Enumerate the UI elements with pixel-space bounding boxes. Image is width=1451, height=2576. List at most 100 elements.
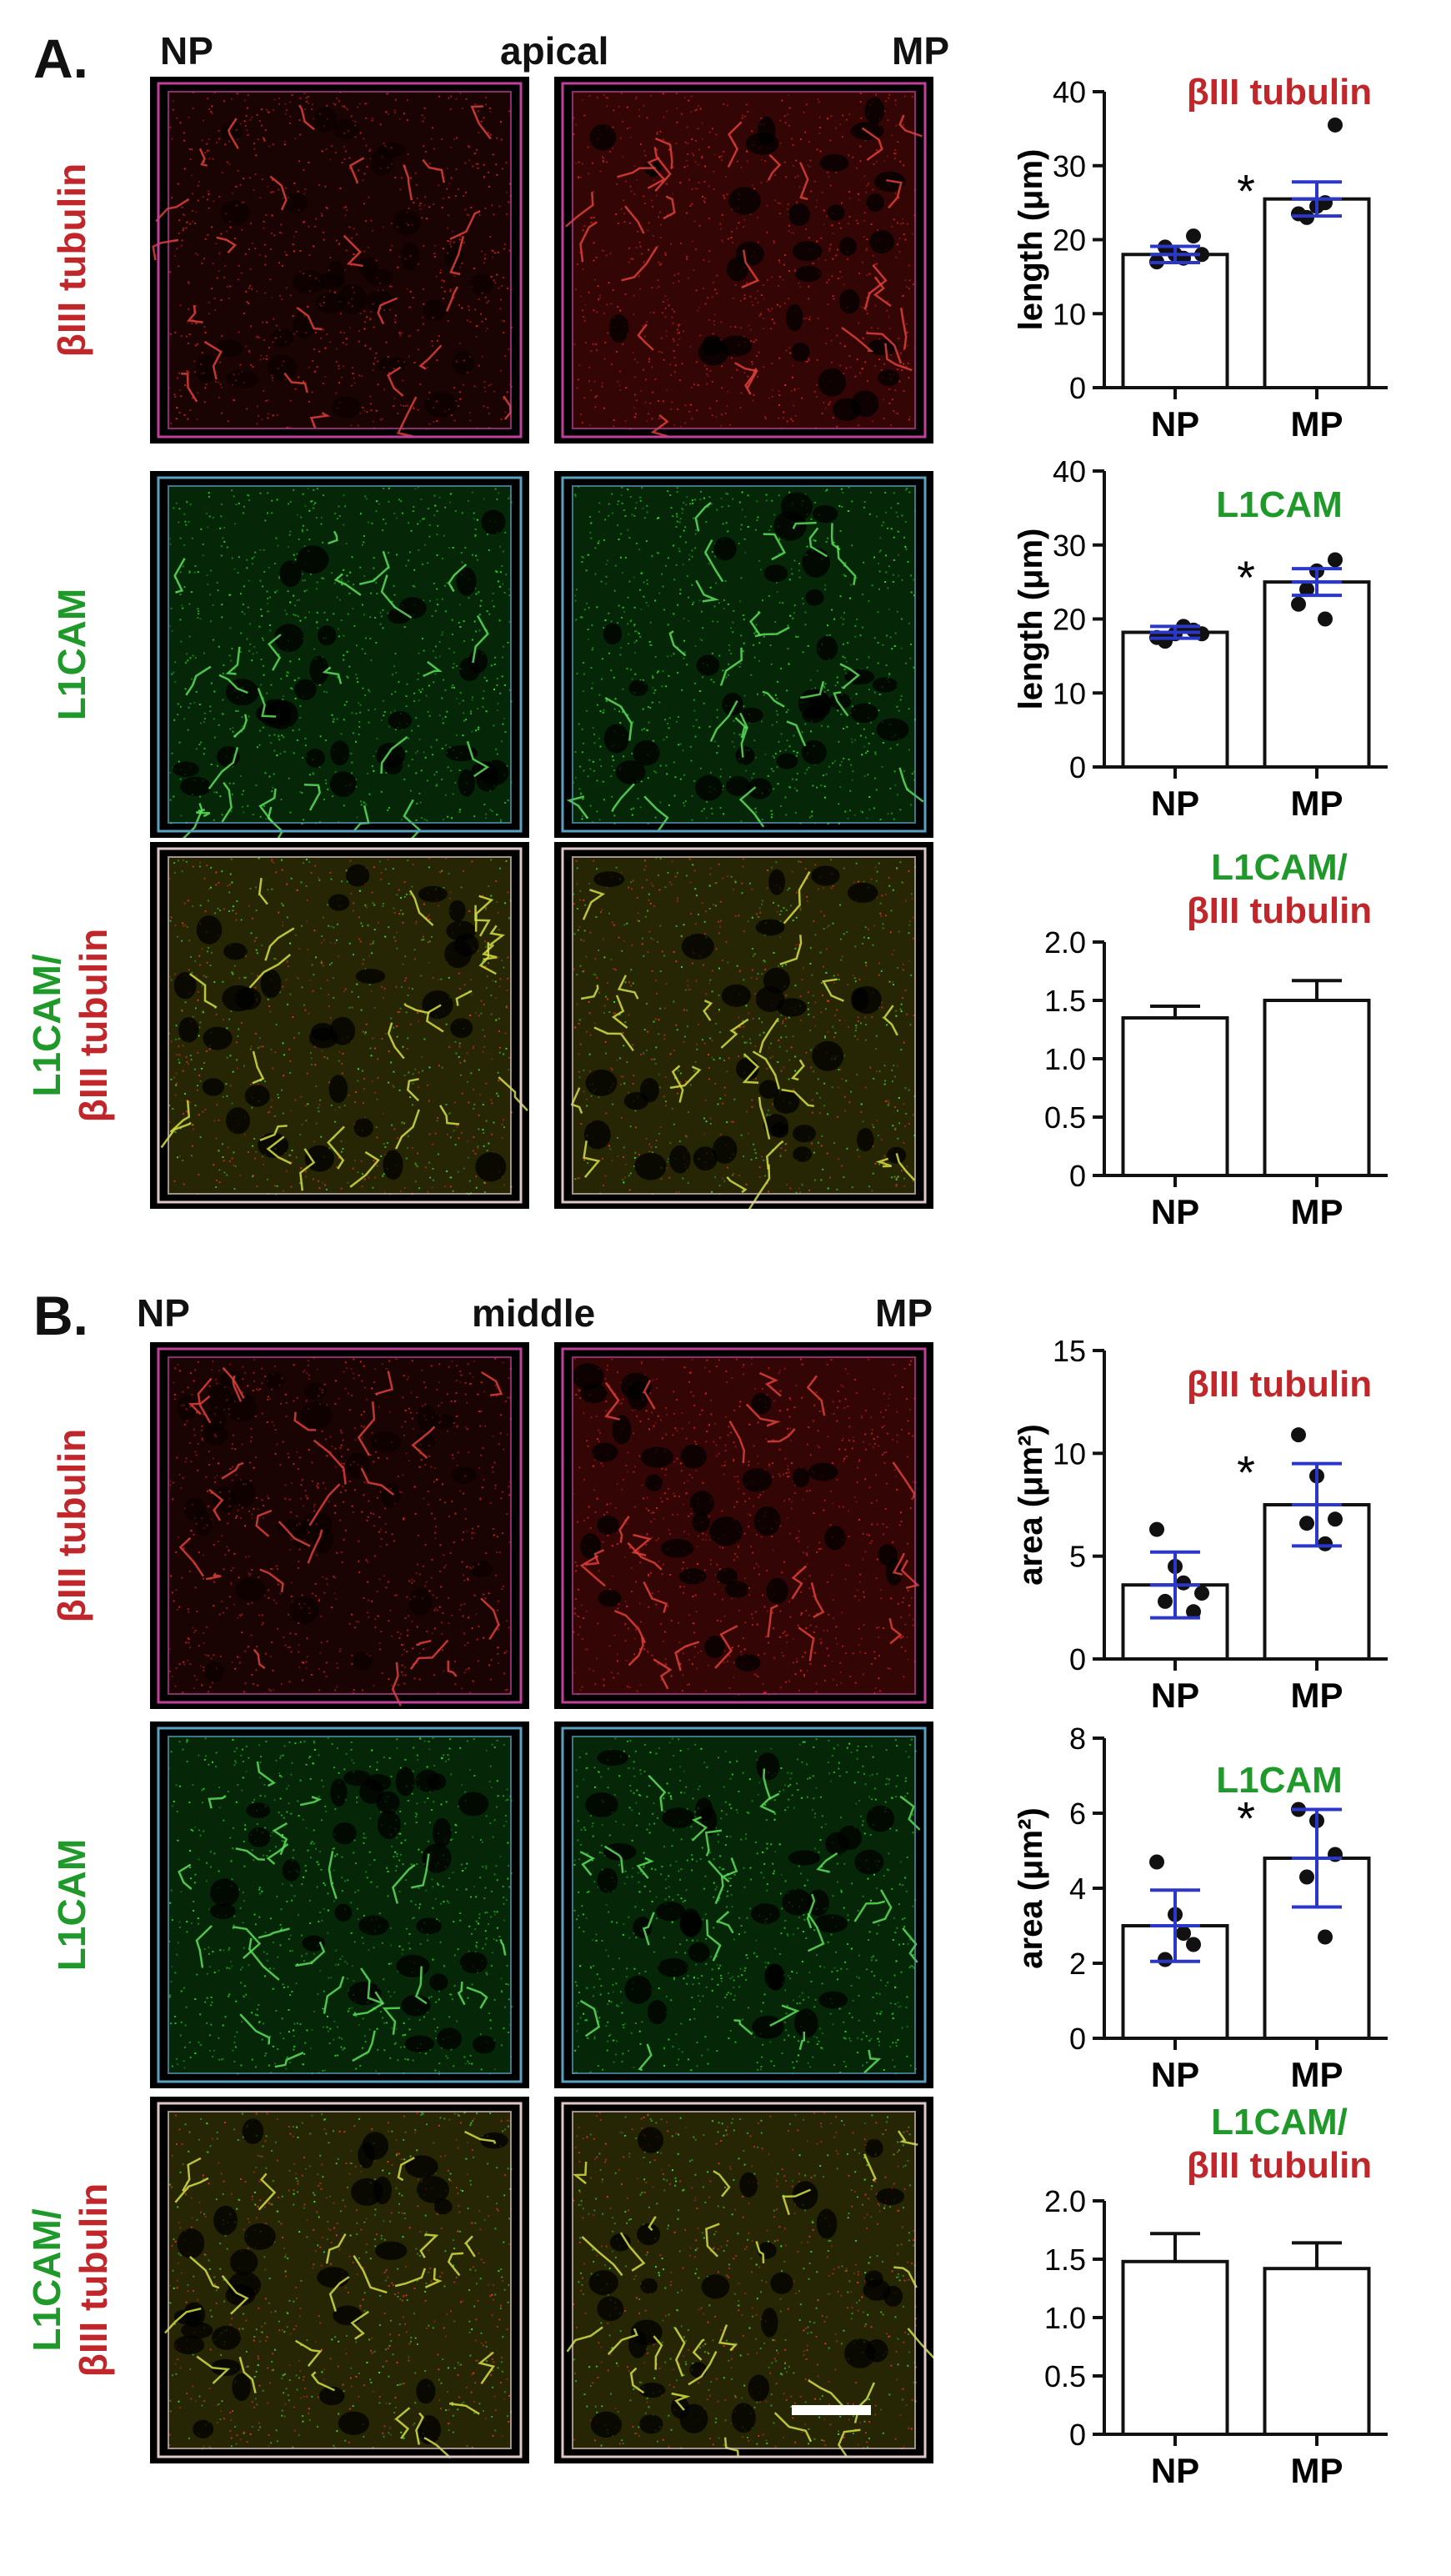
y-tick-label: 40: [1053, 75, 1086, 109]
y-axis-label: area (μm²): [1013, 1807, 1049, 1968]
bar-mp: [1263, 580, 1371, 769]
micrograph-b-1-mp: [554, 1342, 933, 1709]
micrograph-a-1-mp: [554, 77, 933, 444]
data-point: [1328, 552, 1343, 568]
y-tick-label: 0: [1069, 1642, 1086, 1676]
y-axis-label: length (μm): [1013, 149, 1049, 331]
bar-np: [1121, 1016, 1229, 1177]
y-tick-label: 0: [1069, 1159, 1086, 1193]
y-tick-label: 15: [1053, 1334, 1086, 1368]
bar-mp: [1263, 197, 1371, 389]
row-label-line: L1CAM: [50, 588, 93, 721]
row-label-line: βIII tubulin: [72, 2183, 115, 2378]
micrograph-b-1-np: [150, 1342, 529, 1709]
chart-title-line: L1CAM: [1216, 484, 1343, 525]
header-np-b: NP: [137, 1291, 190, 1335]
micrograph-a-2-np: [150, 471, 529, 838]
row-label-line: L1CAM/: [25, 954, 68, 1097]
y-tick-label: 0: [1069, 2022, 1086, 2056]
bar-chart-b-1: area (μm²) 0 5 10 15 NP MP * βIII tubulin: [1013, 1334, 1404, 1715]
data-point: [1176, 1575, 1191, 1591]
bar-mp: [1263, 999, 1371, 1177]
row-label-line: βIII tubulin: [50, 1428, 93, 1623]
row-label-b-2: L1CAM: [48, 1722, 95, 2088]
data-point: [1186, 1604, 1201, 1620]
x-tick-label: NP: [1151, 784, 1199, 823]
significance-star: *: [1237, 1792, 1255, 1845]
chart-title-line: L1CAM/: [1211, 847, 1348, 888]
chart-title-line: L1CAM: [1216, 1760, 1343, 1801]
bar-chart-a-1: length (μm) 0 10 20 30 40 NP MP * βIII tubulin: [1013, 72, 1404, 444]
bar-mp: [1263, 2267, 1371, 2436]
y-tick-label: 10: [1053, 297, 1086, 331]
significance-star: *: [1237, 1446, 1255, 1499]
panel-letter-b: B.: [33, 1285, 88, 1346]
y-tick-label: 0: [1069, 750, 1086, 784]
y-tick-label: 1.5: [1044, 2243, 1086, 2277]
micrograph-a-3-np: [150, 842, 529, 1209]
micrograph-b-2-mp: [554, 1722, 933, 2088]
y-tick-label: 0: [1069, 371, 1086, 405]
y-tick-label: 30: [1053, 529, 1086, 563]
data-point: [1186, 1937, 1201, 1952]
data-point: [1318, 1536, 1333, 1551]
data-point: [1318, 1929, 1333, 1945]
micrograph-a-1-np: [150, 77, 529, 444]
y-tick-label: 20: [1053, 603, 1086, 637]
data-point: [1299, 1869, 1314, 1885]
y-tick-label: 0.5: [1044, 1100, 1086, 1135]
bar-chart-a-2: length (μm) 0 10 20 30 40 NP MP * L1CAM: [1013, 454, 1404, 823]
y-tick-label: 2.0: [1044, 925, 1086, 960]
chart-title-line: βIII tubulin: [1187, 1364, 1372, 1405]
bar-np: [1121, 630, 1229, 769]
significance-star: *: [1237, 164, 1255, 217]
header-middle: middle: [472, 1291, 596, 1335]
row-label-line: βIII tubulin: [72, 928, 115, 1123]
y-tick-label: 1.0: [1044, 1042, 1086, 1076]
data-point: [1158, 634, 1173, 649]
data-point: [1318, 611, 1333, 627]
y-tick-label: 0.5: [1044, 2359, 1086, 2393]
y-tick-label: 1.0: [1044, 2301, 1086, 2335]
data-point: [1299, 1516, 1314, 1531]
header-mp-a: MP: [892, 29, 949, 73]
x-tick-label: NP: [1151, 1676, 1199, 1715]
panel-letter-a: A.: [33, 28, 88, 89]
bar-chart-b-3: 0 0.5 1.0 1.5 2.0 NP MP L1CAM/βIII tubulin: [1013, 2092, 1404, 2490]
y-tick-label: 4: [1069, 1872, 1086, 1906]
data-point: [1194, 1586, 1209, 1601]
y-tick-label: 8: [1069, 1722, 1086, 1756]
header-mp-b: MP: [875, 1291, 933, 1335]
x-tick-label: MP: [1291, 784, 1343, 823]
micrograph-b-3-mp: [554, 2097, 933, 2463]
significance-star: *: [1237, 551, 1255, 604]
data-point: [1158, 1593, 1173, 1609]
data-point: [1328, 1511, 1343, 1527]
chart-title-line: βIII tubulin: [1187, 72, 1372, 113]
y-tick-label: 6: [1069, 1797, 1086, 1831]
data-point: [1149, 1854, 1164, 1870]
bar-mp: [1263, 1503, 1371, 1661]
x-tick-label: MP: [1291, 404, 1343, 444]
y-tick-label: 0: [1069, 2418, 1086, 2452]
bar-chart-b-2: area (μm²) 0 2 4 6 8 NP MP * L1CAM: [1013, 1722, 1404, 2094]
bar-np: [1121, 253, 1229, 389]
micrograph-b-3-np: [150, 2097, 529, 2463]
header-apical: apical: [500, 29, 609, 73]
y-tick-label: 30: [1053, 149, 1086, 183]
x-tick-label: NP: [1151, 1192, 1199, 1231]
x-tick-label: MP: [1291, 2451, 1343, 2490]
row-label-a-2: L1CAM: [48, 471, 95, 838]
bar-chart-a-3: 0 0.5 1.0 1.5 2.0 NP MP L1CAM/βIII tubulin: [1013, 838, 1404, 1231]
micrograph-a-2-mp: [554, 471, 933, 838]
data-point: [1291, 1427, 1306, 1443]
x-tick-label: NP: [1151, 2055, 1199, 2094]
row-label-b-3: L1CAM/βIII tubulin: [23, 2097, 117, 2463]
x-tick-label: NP: [1151, 2451, 1199, 2490]
header-np-a: NP: [160, 29, 213, 73]
row-label-line: βIII tubulin: [50, 163, 93, 358]
chart-title-line: βIII tubulin: [1187, 890, 1372, 931]
data-point: [1158, 1952, 1173, 1967]
x-tick-label: MP: [1291, 1192, 1343, 1231]
y-axis-label: length (μm): [1013, 529, 1049, 710]
